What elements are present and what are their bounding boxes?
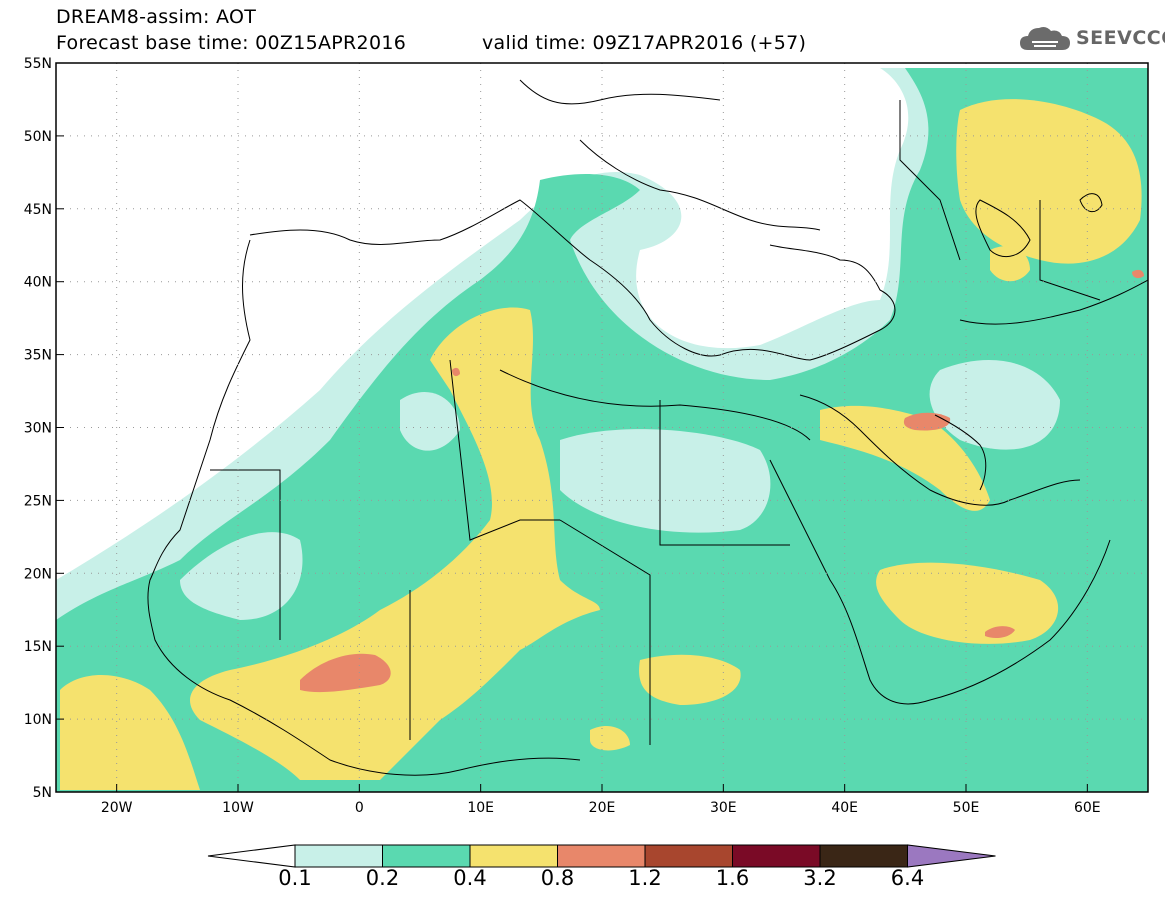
colorbar-label: 6.4 — [890, 866, 925, 890]
base-time-label: Forecast base time: 00Z15APR2016 — [56, 32, 407, 54]
lon-label: 60E — [1074, 800, 1101, 816]
lon-label: 50E — [953, 800, 980, 816]
lat-label: 15N — [24, 639, 52, 655]
colorbar-extend-high — [907, 844, 996, 868]
colorbar-label: 0.8 — [540, 866, 575, 890]
model-title: DREAM8-assim: AOT — [56, 6, 257, 28]
grid-lines — [56, 63, 1148, 792]
lon-label: 0 — [355, 800, 364, 816]
colorbar-label: 0.2 — [365, 866, 400, 890]
lat-label: 50N — [24, 129, 52, 145]
lon-label: 10E — [467, 800, 494, 816]
axis-ticks: 55N 50N 45N 40N 35N 30N 25N 20N 15N 10N 5N 20W 10W 0 1… — [24, 56, 1101, 816]
lat-label: 30N — [24, 421, 52, 437]
colorbar-label: 3.2 — [803, 866, 837, 890]
colorbar-label: 0.4 — [453, 866, 487, 890]
colorbar-label: 0.1 — [278, 866, 312, 890]
lat-label: 5N — [33, 785, 52, 801]
colorbar-segment — [732, 844, 821, 868]
lat-label: 45N — [24, 202, 52, 218]
lon-label: 20W — [101, 800, 133, 816]
lat-label: 55N — [24, 56, 52, 72]
coastlines — [147, 79, 1148, 776]
colorbar-label: 1.6 — [715, 866, 750, 890]
aot-contour-0-4 — [190, 307, 600, 780]
colorbar-label: 1.2 — [628, 866, 662, 890]
lon-label: 40E — [831, 800, 858, 816]
colorbar-segment — [382, 844, 471, 868]
lon-label: 30E — [710, 800, 737, 816]
colorbar-segment — [819, 844, 908, 868]
aot-contour-0-2 — [56, 68, 1148, 792]
aot-contour-0-8 — [300, 653, 391, 693]
colorbar-segment — [294, 844, 383, 868]
logo-text: SEEVCCC — [1076, 27, 1165, 49]
colorbar-extend-low — [207, 844, 296, 868]
lat-label: 40N — [24, 275, 52, 291]
lat-label: 10N — [24, 712, 52, 728]
lat-label: 20N — [24, 566, 52, 582]
cloud-icon — [1020, 27, 1070, 50]
seevccc-logo: SEEVCCC — [1018, 20, 1165, 56]
colorbar-segment — [469, 844, 558, 868]
lon-label: 20E — [589, 800, 616, 816]
valid-time-label: valid time: 09Z17APR2016 (+57) — [482, 32, 807, 54]
colorbar-segment — [557, 844, 646, 868]
colorbar-segment — [644, 844, 733, 868]
lat-label: 25N — [24, 493, 52, 509]
lat-label: 35N — [24, 348, 52, 364]
lon-label: 10W — [222, 800, 254, 816]
aot-field — [56, 68, 1148, 792]
